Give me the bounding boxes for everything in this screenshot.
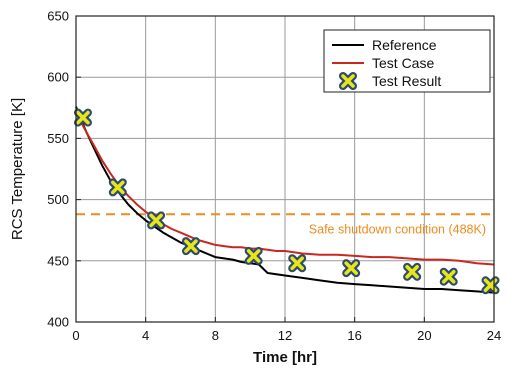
marker-fill	[149, 213, 163, 228]
series-test-result-point	[439, 267, 458, 286]
series-test-result-point	[288, 254, 307, 273]
marker-fill	[441, 269, 456, 284]
x-tick-label: 4	[142, 328, 149, 343]
x-tick-label: 8	[212, 328, 219, 343]
series-test-result-point	[403, 262, 422, 281]
x-tick-label: 20	[417, 328, 431, 343]
marker-fill	[290, 256, 304, 271]
marker-fill	[341, 74, 355, 88]
series-test-result-point	[147, 211, 166, 230]
y-tick-label: 600	[47, 70, 69, 85]
plot-area	[73, 106, 500, 295]
x-tick-label: 16	[347, 328, 361, 343]
x-tick-label: 0	[72, 328, 79, 343]
legend-marker-icon	[339, 72, 357, 90]
y-tick-label: 450	[47, 253, 69, 268]
y-tick-label: 550	[47, 131, 69, 146]
legend-label-reference: Reference	[372, 37, 437, 53]
y-tick-label: 500	[47, 192, 69, 207]
axis-ticks: 0 4 8 12 16 20 24 400 450 500 550 600 650	[47, 9, 501, 344]
x-axis-title: Time [hr]	[253, 349, 317, 366]
marker-fill	[184, 239, 198, 253]
y-tick-label: 650	[47, 9, 69, 24]
marker-fill	[76, 110, 90, 125]
marker-fill	[405, 265, 419, 279]
legend: Reference Test Case Test Result	[323, 29, 491, 93]
legend-label-test-case: Test Case	[372, 55, 434, 71]
marker-fill	[246, 249, 261, 263]
series-test-result-point	[73, 108, 92, 127]
series-test-result-point	[108, 178, 127, 197]
marker-fill	[111, 180, 125, 195]
legend-label-test-result: Test Result	[372, 73, 441, 89]
marker-fill	[344, 261, 358, 275]
x-tick-label: 24	[487, 328, 501, 343]
series-test-result-point	[181, 237, 200, 256]
safe-shutdown-label: Safe shutdown condition (488K)	[309, 222, 486, 236]
legend-swatch-test-result	[339, 72, 357, 90]
y-tick-label: 400	[47, 315, 69, 330]
series-test-result-point	[342, 259, 361, 278]
y-axis-title: RCS Temperature [K]	[9, 98, 26, 240]
series-test-result-point	[244, 246, 263, 265]
x-tick-label: 12	[278, 328, 292, 343]
